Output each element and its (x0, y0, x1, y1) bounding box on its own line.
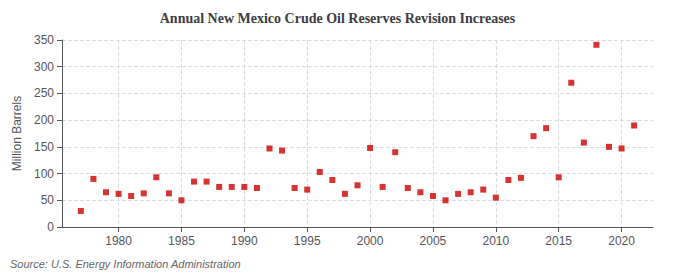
svg-text:200: 200 (34, 113, 54, 127)
svg-text:0: 0 (47, 220, 54, 234)
svg-text:1985: 1985 (168, 234, 195, 248)
svg-text:Source: U.S. Energy Informatio: Source: U.S. Energy Information Administ… (10, 258, 241, 270)
svg-text:2020: 2020 (608, 234, 635, 248)
svg-text:Annual New Mexico Crude Oil Re: Annual New Mexico Crude Oil Reserves Rev… (160, 11, 516, 26)
svg-text:250: 250 (34, 86, 54, 100)
svg-text:2010: 2010 (482, 234, 509, 248)
svg-text:50: 50 (41, 193, 55, 207)
svg-text:100: 100 (34, 167, 54, 181)
svg-text:150: 150 (34, 140, 54, 154)
svg-text:1990: 1990 (231, 234, 258, 248)
svg-text:1980: 1980 (105, 234, 132, 248)
svg-text:350: 350 (34, 33, 54, 47)
svg-text:1995: 1995 (294, 234, 321, 248)
svg-text:Million Barrels: Million Barrels (10, 96, 24, 171)
svg-text:300: 300 (34, 60, 54, 74)
svg-text:2005: 2005 (420, 234, 447, 248)
svg-text:2015: 2015 (545, 234, 572, 248)
svg-text:2000: 2000 (357, 234, 384, 248)
